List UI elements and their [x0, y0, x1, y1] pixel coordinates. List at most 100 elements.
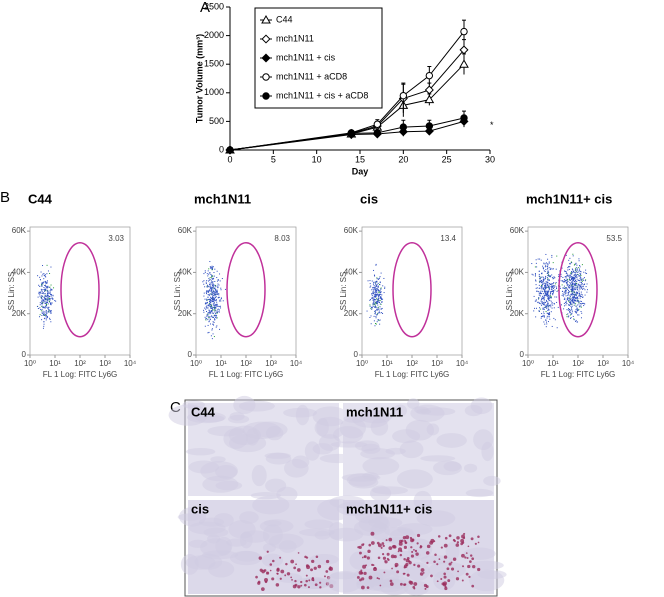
gate-percent: 13.4	[440, 234, 456, 243]
event-dot	[210, 286, 212, 288]
event-dot	[212, 295, 214, 297]
event-dot	[581, 302, 583, 304]
event-dot	[535, 280, 537, 282]
event-dot	[565, 282, 567, 284]
event-dot	[578, 306, 580, 308]
event-dot	[376, 278, 378, 280]
tissue-texture	[304, 519, 334, 530]
event-dot	[52, 294, 54, 296]
event-dot	[558, 275, 560, 277]
event-dot	[562, 290, 564, 292]
event-dot	[568, 300, 570, 302]
event-dot	[214, 311, 216, 313]
event-dot	[207, 312, 209, 314]
event-dot	[575, 303, 577, 305]
event-dot	[571, 283, 573, 285]
event-dot	[221, 278, 223, 280]
event-dot	[46, 296, 48, 298]
event-dot	[569, 312, 571, 314]
event-dot	[44, 290, 46, 292]
event-dot	[549, 269, 551, 271]
marker	[459, 59, 469, 68]
stained-cell	[399, 582, 403, 586]
event-dot	[572, 278, 574, 280]
event-dot	[584, 294, 586, 296]
event-dot	[208, 278, 210, 280]
event-dot	[376, 291, 378, 293]
event-dot	[574, 284, 576, 286]
event-dot	[216, 317, 218, 319]
y-tick-label: 1000	[204, 87, 224, 97]
event-dot	[210, 290, 212, 292]
event-dot	[211, 287, 213, 289]
event-dot	[214, 284, 216, 286]
stained-cell	[406, 573, 410, 577]
event-dot	[548, 275, 550, 277]
event-dot	[375, 299, 377, 301]
event-dot	[566, 285, 568, 287]
event-dot	[382, 285, 384, 287]
event-dot	[570, 261, 572, 263]
y-tick-label: 40K	[12, 268, 27, 277]
stained-cell	[293, 566, 297, 570]
tissue-texture	[210, 456, 226, 463]
event-dot	[579, 270, 581, 272]
event-dot	[40, 296, 42, 298]
event-dot	[373, 300, 375, 302]
tissue-texture	[309, 553, 339, 565]
event-dot	[548, 313, 550, 315]
event-dot	[571, 291, 573, 293]
event-dot	[42, 303, 44, 305]
event-dot	[573, 276, 575, 278]
event-dot	[573, 297, 575, 299]
micrograph-label: cis	[191, 501, 209, 516]
tissue-texture	[399, 440, 424, 459]
event-dot	[541, 316, 543, 318]
event-dot	[540, 276, 542, 278]
event-dot	[571, 272, 573, 274]
event-dot	[585, 286, 587, 288]
event-dot	[566, 275, 568, 277]
event-dot	[40, 285, 42, 287]
stained-cell	[313, 566, 317, 570]
event-dot	[538, 297, 540, 299]
event-dot	[564, 270, 566, 272]
event-dot	[582, 288, 584, 290]
gate	[558, 241, 598, 338]
event-dot	[566, 281, 568, 283]
stained-cell	[413, 563, 416, 567]
event-dot	[575, 270, 577, 272]
event-dot	[545, 311, 547, 313]
event-dot	[376, 294, 378, 296]
tissue-texture	[445, 541, 460, 561]
event-dot	[568, 268, 570, 270]
event-dot	[549, 275, 551, 277]
event-dot	[567, 309, 569, 311]
x-tick-label: 10³	[597, 359, 609, 368]
event-dot	[580, 273, 582, 275]
event-dot	[576, 278, 578, 280]
event-dot	[216, 277, 218, 279]
event-dot	[570, 312, 572, 314]
event-dot	[566, 279, 568, 281]
marker	[262, 73, 270, 81]
stained-cell	[402, 536, 407, 540]
stained-cell	[257, 581, 261, 585]
event-dot	[568, 259, 570, 261]
event-dot	[374, 313, 376, 315]
event-dot	[44, 289, 46, 291]
event-dot	[571, 280, 573, 282]
tissue-texture	[229, 412, 245, 421]
event-dot	[573, 264, 575, 266]
event-dot	[41, 282, 43, 284]
event-dot	[560, 287, 562, 289]
event-dot	[548, 271, 550, 273]
event-dot	[576, 274, 578, 276]
x-tick-label: 10¹	[215, 359, 227, 368]
tissue-texture	[252, 421, 288, 438]
event-dot	[571, 305, 573, 307]
tissue-texture	[477, 570, 507, 580]
tissue-texture	[372, 569, 399, 588]
event-dot	[376, 301, 378, 303]
event-dot	[581, 279, 583, 281]
